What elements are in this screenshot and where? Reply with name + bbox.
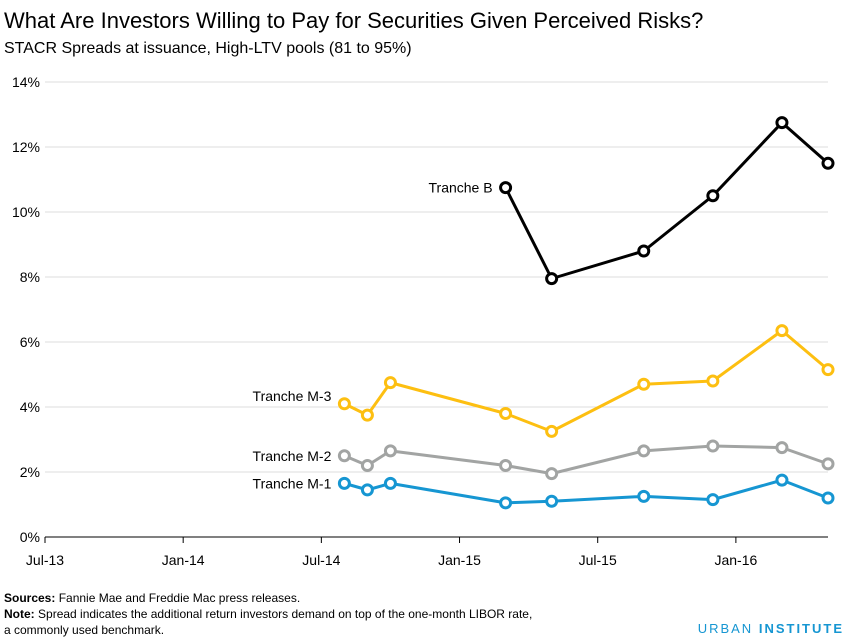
series-line-3 (343, 478, 829, 505)
data-point (775, 324, 789, 338)
series-line-1 (343, 329, 829, 433)
data-point (637, 444, 651, 458)
x-tick-label: Jul-15 (579, 552, 617, 568)
data-point (499, 407, 513, 420)
series-label: Tranche M-1 (253, 475, 332, 491)
series-label: Tranche B (429, 180, 493, 196)
data-point (383, 376, 397, 390)
series-line-2 (343, 444, 829, 476)
data-point (821, 156, 835, 170)
y-tick-label: 2% (20, 464, 40, 480)
data-point (545, 424, 559, 438)
y-tick-label: 12% (12, 139, 40, 155)
y-tick-label: 4% (20, 399, 40, 415)
data-point (360, 459, 374, 472)
brand-part-1: URBAN (697, 621, 754, 636)
data-point (337, 476, 351, 490)
y-tick-label: 10% (12, 204, 40, 220)
data-point (360, 483, 374, 497)
series-lines (337, 116, 835, 510)
line-chart: 0% 2% 4% 6% 8% 10% 12% 14% Jul-13 Jan-14 Jul-14 Ja… (12, 74, 835, 568)
data-point (821, 491, 835, 505)
series-labels: Tranche B Tranche M-3 Tranche M-2 Tranche M… (253, 180, 493, 492)
x-tick-label: Jan-16 (714, 552, 757, 568)
data-point (637, 377, 651, 391)
data-point (337, 449, 351, 463)
x-tick-label: Jan-14 (162, 552, 205, 568)
x-tick-label: Jul-13 (26, 552, 64, 568)
y-tick-label: 8% (20, 269, 40, 285)
data-point (821, 457, 835, 471)
data-point (706, 493, 720, 507)
data-point (383, 444, 397, 458)
sources-label: Sources: (4, 591, 56, 605)
x-tick-label: Jan-15 (438, 552, 481, 568)
note-line: Note: Spread indicates the additional re… (4, 606, 532, 622)
data-point (821, 363, 835, 377)
series-label: Tranche M-2 (253, 448, 332, 464)
data-point (775, 441, 789, 455)
data-point (637, 489, 651, 503)
data-point (499, 496, 513, 510)
y-tick-label: 14% (12, 74, 40, 90)
data-point (545, 272, 559, 286)
data-point (545, 467, 559, 481)
chart-title: What Are Investors Willing to Pay for Se… (4, 8, 704, 33)
data-point (637, 244, 651, 258)
data-point (383, 476, 397, 490)
data-point (499, 459, 513, 472)
data-point (545, 494, 559, 508)
series-label: Tranche M-3 (253, 388, 332, 404)
note-text: Spread indicates the additional return i… (38, 607, 533, 621)
chart-subtitle: STACR Spreads at issuance, High-LTV pool… (4, 40, 412, 57)
gridlines (45, 81, 828, 538)
sources-line: Sources: Fannie Mae and Freddie Mac pres… (4, 590, 532, 606)
y-tick-label: 0% (20, 529, 40, 545)
y-tick-label: 6% (20, 334, 40, 350)
footer-notes: Sources: Fannie Mae and Freddie Mac pres… (4, 590, 532, 638)
data-point (706, 374, 720, 388)
note-line-2: a commonly used benchmark. (4, 623, 165, 637)
data-point (499, 181, 513, 195)
data-point (360, 408, 374, 422)
x-axis-ticks: Jul-13 Jan-14 Jul-14 Jan-15 Jul-15 Jan-16 (26, 537, 757, 568)
data-point (337, 397, 351, 411)
urban-institute-logo: URBAN INSTITUTE (698, 621, 844, 636)
y-axis-ticks: 0% 2% 4% 6% 8% 10% 12% 14% (12, 74, 40, 545)
x-tick-label: Jul-14 (302, 552, 340, 568)
sources-text: Fannie Mae and Freddie Mac press release… (58, 591, 301, 605)
data-point (775, 116, 789, 130)
data-point (775, 473, 789, 487)
data-point (706, 189, 720, 203)
note-label: Note: (4, 607, 35, 621)
brand-part-2: INSTITUTE (758, 621, 844, 636)
series-line-0 (504, 121, 829, 281)
data-point (706, 439, 720, 453)
